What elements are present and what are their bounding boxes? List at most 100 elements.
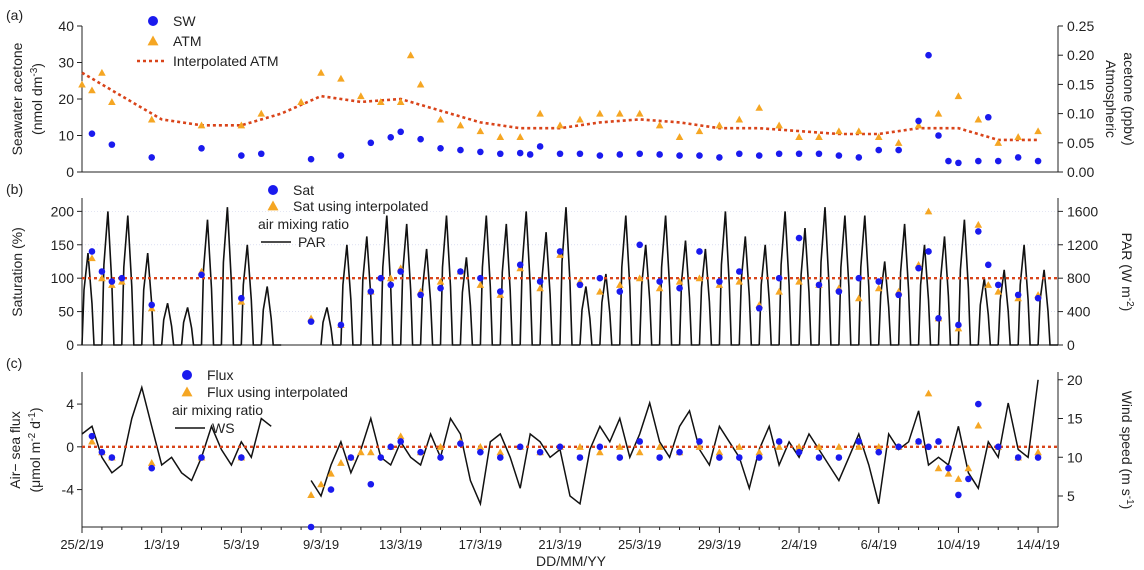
sat-point <box>496 288 504 295</box>
sat-point <box>198 271 205 279</box>
sat-interp-point <box>386 274 395 282</box>
x-tick-label: 21/3/19 <box>538 537 581 552</box>
flux-point <box>477 448 484 456</box>
sw-point <box>536 143 544 150</box>
sat-point <box>437 284 444 292</box>
flux-point <box>576 454 584 461</box>
flux-interp-point <box>615 443 624 450</box>
sw-point <box>875 146 883 154</box>
flux-point <box>417 448 424 456</box>
sat-interp-point <box>695 274 704 282</box>
flux-interp-point <box>396 432 405 440</box>
y-axis-unit: (μmol m-2 d-1) <box>27 407 44 492</box>
sw-point <box>815 150 823 158</box>
x-tick-label: 17/3/19 <box>459 537 502 552</box>
y2-tick-label: 1600 <box>1067 203 1098 219</box>
sat-point <box>736 268 743 275</box>
sat-interp-point <box>994 287 1003 295</box>
flux-point <box>716 454 723 461</box>
flux-point <box>636 438 644 445</box>
sat-point <box>387 281 395 289</box>
flux-interp-point <box>337 459 345 466</box>
sw-point <box>457 146 464 154</box>
sat-point <box>516 261 524 269</box>
sw-point <box>307 155 315 163</box>
sw-point <box>935 132 942 139</box>
sw-point <box>526 151 534 158</box>
sat-interp-point <box>655 284 664 292</box>
sat-point <box>935 314 942 322</box>
y2-tick-label: 0 <box>1067 337 1075 353</box>
sat-point <box>98 268 106 275</box>
y2-tick-label: 0.05 <box>1067 135 1094 151</box>
y-axis-unit-part: ) <box>29 63 45 68</box>
flux-point <box>457 440 464 447</box>
legend-sw-marker <box>148 16 158 26</box>
sat-point <box>307 318 315 325</box>
atm-point <box>496 133 505 140</box>
flux-point <box>815 454 823 461</box>
sw-point <box>855 154 863 161</box>
sw-point <box>516 149 524 157</box>
sat-point <box>775 274 783 282</box>
legend-atm-marker <box>147 35 159 46</box>
atm-point <box>615 109 624 117</box>
flux-point <box>108 454 116 461</box>
flux-point <box>835 454 843 461</box>
y-axis-unit-part: (μmol m <box>27 442 43 493</box>
y2-tick-label: 800 <box>1067 270 1091 286</box>
sat-point <box>656 278 663 285</box>
panel-label-c: (c) <box>6 355 22 371</box>
sw-point <box>736 150 743 158</box>
flux-point <box>875 448 883 456</box>
atm-point <box>108 98 116 105</box>
y2-axis-unit-part: acetone (ppbv) <box>1121 52 1137 145</box>
flux-interp-point <box>775 443 783 450</box>
sat-point <box>984 261 992 269</box>
y2-tick-label: 15 <box>1067 411 1083 427</box>
sat-interp-point <box>596 287 604 295</box>
sat-point <box>377 274 385 282</box>
atm-point <box>874 133 883 140</box>
panel-a: 0 10 20 30 40 0.00 0.05 0.10 0.15 0.20 0.25 (a) Seaw… <box>6 7 1137 180</box>
sat-point <box>337 321 345 329</box>
y-tick-label: 40 <box>58 18 74 34</box>
flux-point <box>945 464 952 472</box>
sw-point <box>755 152 763 159</box>
flux-point <box>975 400 982 408</box>
y2-axis-label: Atmospheric <box>1103 60 1119 138</box>
legend-sat-marker <box>268 185 278 195</box>
sat-interp-point <box>984 281 993 288</box>
atm-point <box>635 109 644 117</box>
y2-axis-label-part: -1 <box>1125 496 1136 505</box>
legend-sat-interp-label: Sat using interpolated <box>293 198 428 214</box>
y-tick-label: 0 <box>66 337 74 353</box>
sw-point <box>925 51 932 59</box>
flux-interp-point <box>88 437 96 445</box>
flux-point <box>965 475 972 483</box>
atm-point <box>855 127 863 135</box>
flux-interp-point <box>795 443 803 450</box>
legend-flux-marker <box>182 370 192 380</box>
flux-point <box>994 443 1002 451</box>
flux-point <box>895 443 902 451</box>
flux-interp-point <box>874 443 883 450</box>
atm-point <box>357 92 365 100</box>
flux-point <box>347 454 355 461</box>
sat-point <box>596 274 604 282</box>
sw-point <box>915 117 922 125</box>
sat-point <box>925 248 932 255</box>
panel-label-b: (b) <box>6 181 23 197</box>
sat-point <box>636 241 644 249</box>
flux-point <box>327 486 335 493</box>
sat-point <box>915 264 922 272</box>
legend-flux-interp-label: Flux using interpolated <box>207 384 348 400</box>
flux-point <box>1014 454 1022 461</box>
sat-interp-point <box>436 277 445 285</box>
sw-point <box>1034 157 1042 165</box>
sat-interp-point <box>675 277 684 285</box>
atm-point <box>974 115 983 123</box>
flux-point <box>88 432 96 440</box>
flux-interp-point <box>596 448 604 456</box>
